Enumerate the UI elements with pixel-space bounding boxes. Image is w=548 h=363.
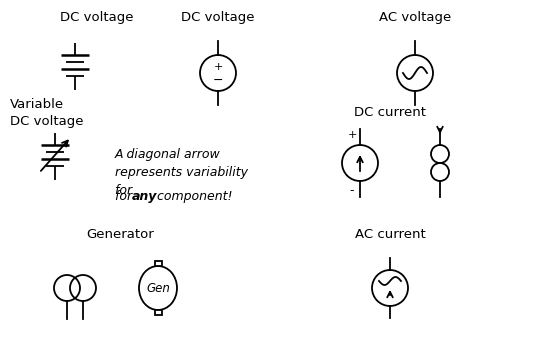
Text: +: +: [347, 130, 357, 140]
Text: DC voltage: DC voltage: [181, 12, 255, 24]
Bar: [155, 261, 162, 266]
Text: AC voltage: AC voltage: [379, 12, 451, 24]
Text: for: for: [115, 190, 136, 203]
Text: −: −: [213, 73, 223, 86]
Text: DC current: DC current: [354, 106, 426, 119]
Text: Gen: Gen: [146, 281, 170, 294]
Text: Variable
DC voltage: Variable DC voltage: [10, 98, 83, 127]
Text: any: any: [132, 190, 157, 203]
Text: component!: component!: [153, 190, 232, 203]
Text: +: +: [213, 62, 222, 72]
Text: -: -: [350, 184, 354, 197]
Text: DC voltage: DC voltage: [60, 12, 134, 24]
Bar: [155, 310, 162, 315]
Text: AC current: AC current: [355, 228, 425, 241]
Text: A diagonal arrow
represents variability
for: A diagonal arrow represents variability …: [115, 148, 248, 197]
Text: Generator: Generator: [86, 228, 154, 241]
